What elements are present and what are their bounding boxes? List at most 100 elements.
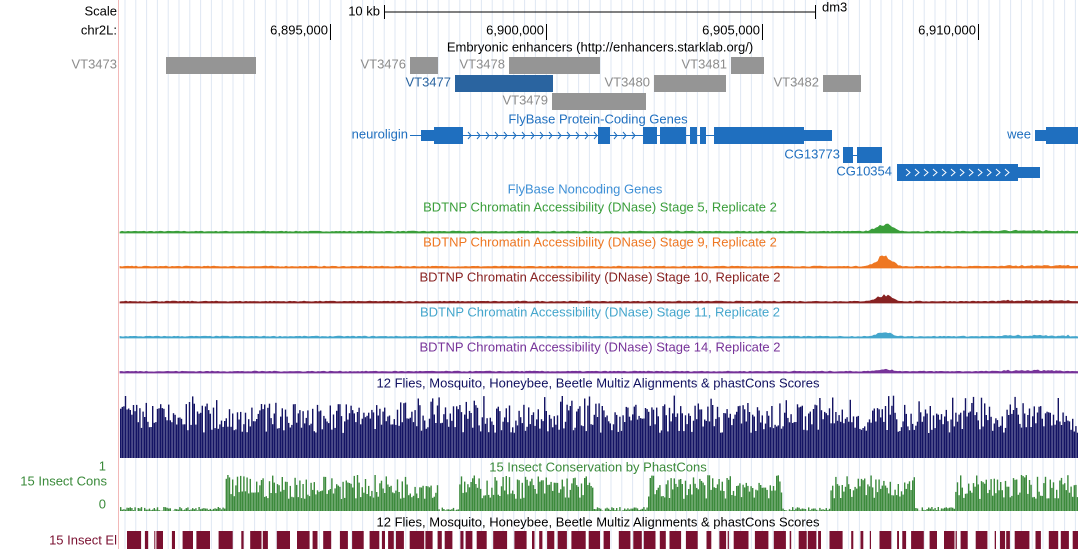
strand-arrow [557,131,562,140]
signal-bar [732,490,735,511]
signal-bar [483,396,485,458]
signal-bar [638,415,640,458]
gene-track [410,127,1078,181]
signal-bar [569,489,571,511]
signal-bar [460,412,463,458]
signal-bar [425,486,427,511]
signal-bar [200,509,202,511]
signal-bar [689,484,691,511]
signal-bar [716,484,719,511]
signal-bar [504,417,506,458]
signal-bar [422,485,424,511]
signal-bar [224,421,226,458]
signal-bar [248,493,250,511]
signal-bar [860,429,863,458]
signal-bar [278,428,280,458]
signal-bar [1022,476,1024,511]
signal-bar [168,508,170,511]
signal-bar [176,424,178,458]
element [960,531,968,549]
signal-bar [736,486,738,511]
signal-bar [587,485,589,511]
signal-bar [328,490,330,511]
element [1048,531,1059,549]
signal-bar [832,485,834,511]
signal-bar [187,507,189,511]
signal-bar [811,508,813,511]
signal-bar [345,480,347,511]
signal-bar [272,424,274,458]
scale-bar [384,5,816,19]
signal-bar [632,414,634,458]
signal-bar [340,499,343,511]
signal-bar [398,425,400,458]
signal-bar [128,507,130,511]
element [706,531,712,549]
signal-bar [1043,483,1045,511]
signal-bar [804,416,807,458]
signal-bar [508,405,511,458]
signal-bar [548,414,551,458]
element [659,531,666,549]
signal-bar [344,497,346,511]
signal-bar [865,430,867,458]
signal-bar [161,408,163,458]
signal-bar [547,431,549,458]
signal-bar [480,488,482,511]
signal-bar [137,422,139,458]
strand-arrow [914,168,920,177]
signal-bar [784,412,786,458]
signal-bar [459,405,461,458]
signal-bar [270,418,272,458]
signal-bar [763,429,765,458]
signal-bar [660,496,663,511]
signal-bar [742,484,744,511]
signal-bar [635,404,637,458]
strand-arrow [631,131,636,140]
signal-bar [950,419,952,458]
signal-bar [940,414,943,458]
signal-bar [624,422,626,458]
signal-bar [123,509,125,511]
element [571,531,586,549]
signal-bar [772,486,775,511]
signal-bar [566,478,568,511]
signal-bar [627,508,629,511]
signal-bar [961,429,963,458]
signal-bar [449,413,451,458]
signal-bar [768,498,770,511]
signal-bar [856,488,858,511]
signal-bar [1056,489,1058,511]
signal-bar [585,476,587,511]
strand-arrow [530,131,535,140]
signal-bar [164,417,167,458]
signal-bar [560,401,562,458]
signal-bar [420,430,423,458]
enhancer-label: VT3477 [405,74,451,89]
signal-bar [1041,418,1043,458]
signal-bar [755,431,757,458]
signal-bar [721,432,723,458]
signal-bar [854,486,856,511]
signal-bar [185,508,187,511]
signal-bar [438,509,440,511]
strand-arrow [494,131,499,140]
signal-bar [254,421,256,458]
signal-bar [1014,396,1016,458]
element [994,531,996,549]
signal-bar [779,403,781,458]
element [1000,531,1006,549]
signal-bar [808,507,810,511]
signal-bar [139,508,141,511]
signal-bar [512,427,514,458]
signal-bar [795,422,797,458]
signal-bar [846,476,848,511]
signal-bar [145,509,147,511]
signal-bar [326,421,328,458]
element [297,531,310,549]
signal-bar [230,494,232,511]
signal-bar [660,430,663,458]
signal-bar [246,477,248,511]
signal-bar [572,478,575,511]
signal-bar [376,405,378,458]
